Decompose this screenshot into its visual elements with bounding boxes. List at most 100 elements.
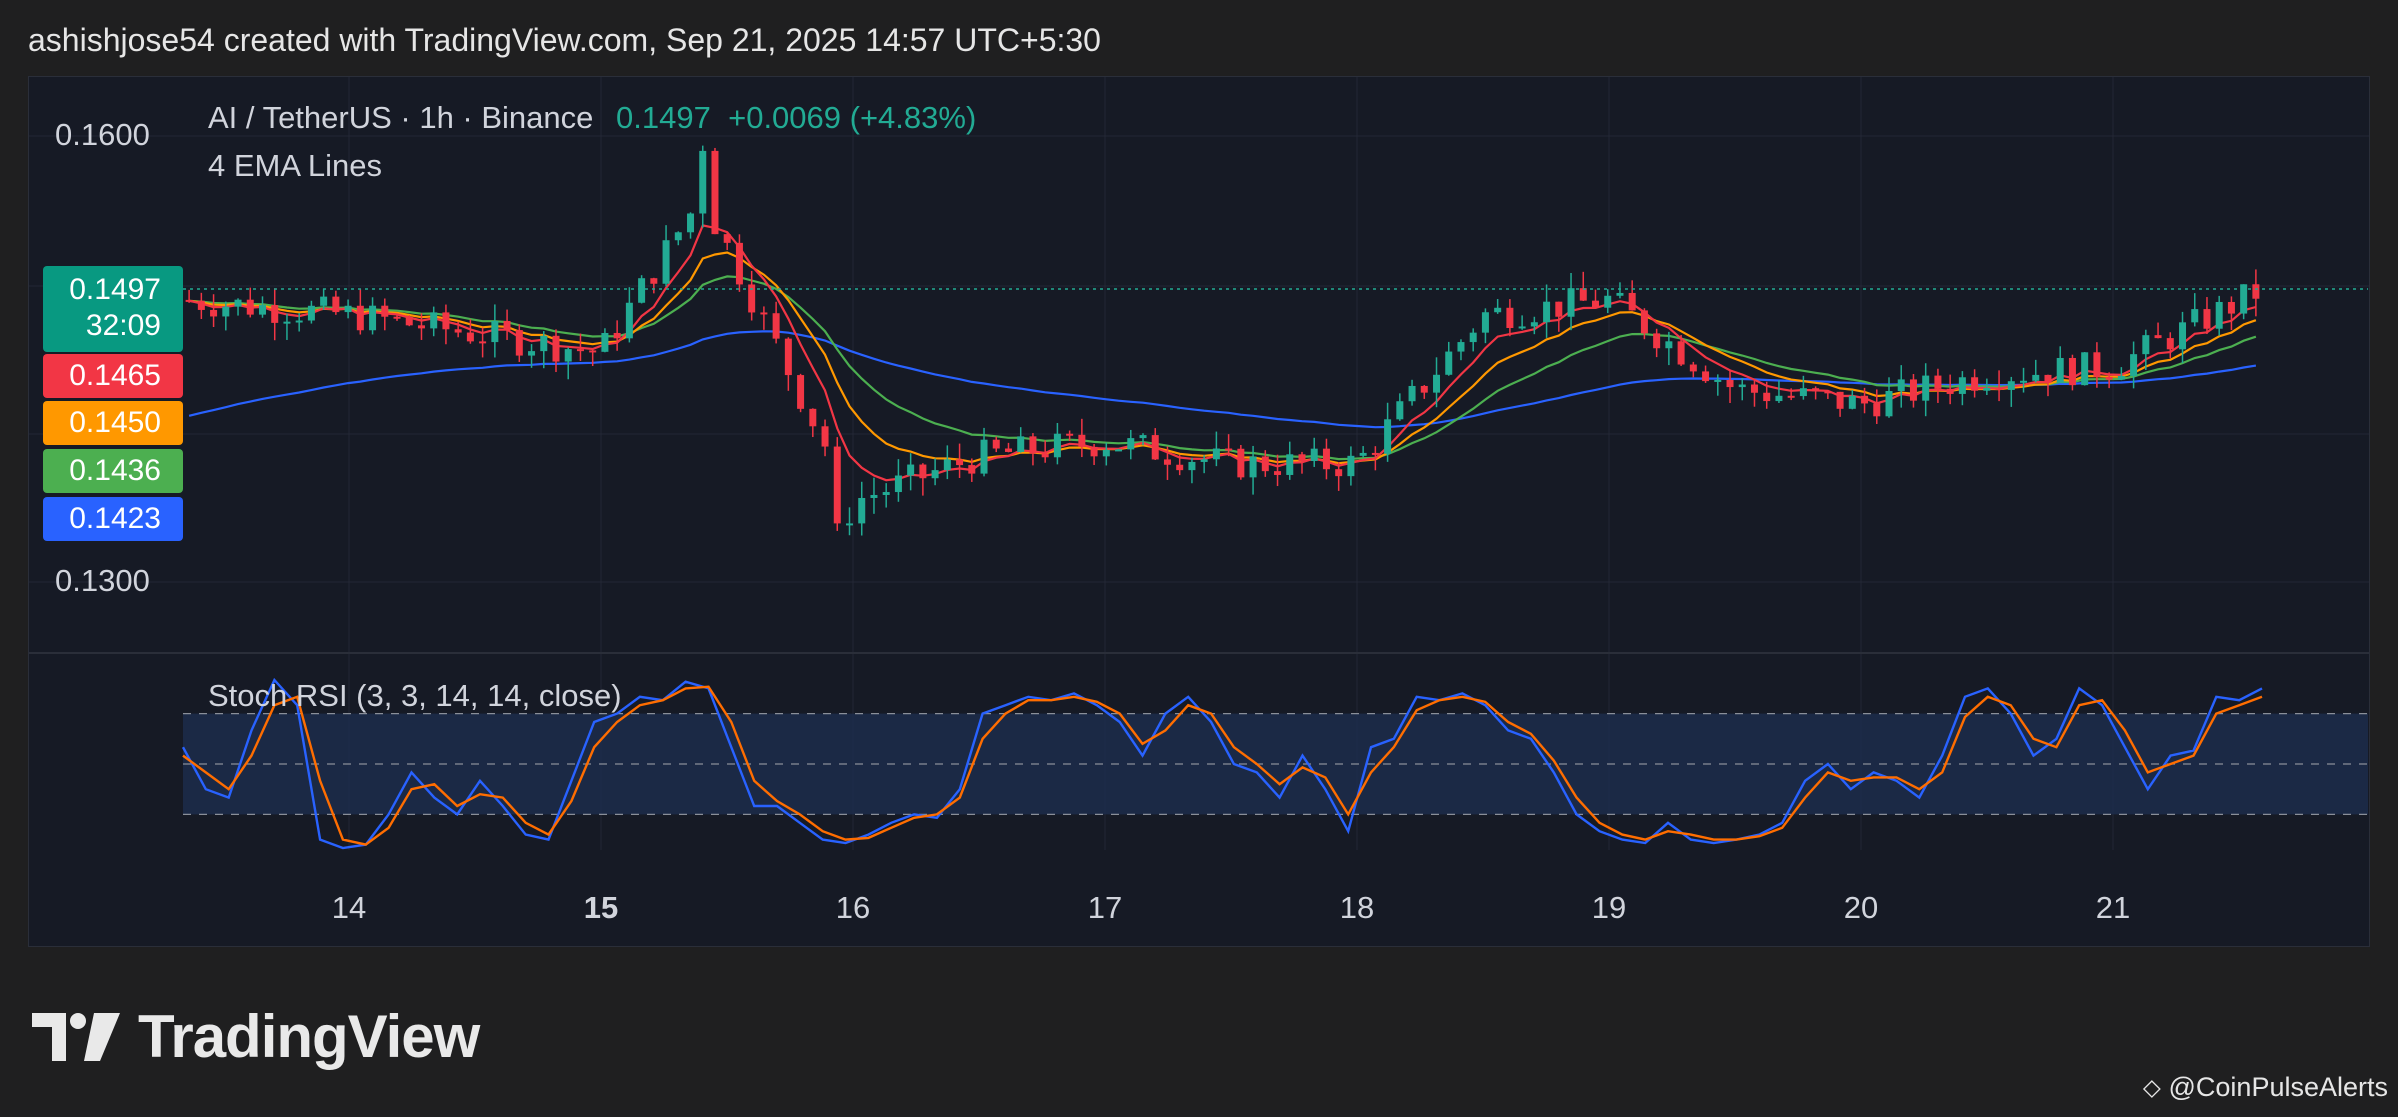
candle-body <box>1359 452 1367 456</box>
stoch-k-line <box>181 677 2263 850</box>
candle-body <box>1775 395 1783 402</box>
candle-body <box>1274 471 1282 475</box>
candle-body <box>246 299 254 315</box>
candle-body <box>1506 307 1514 329</box>
candle-body <box>381 305 389 317</box>
candle-body <box>1861 395 1869 404</box>
candle-body <box>1090 446 1098 457</box>
ema-line-green <box>189 275 2257 461</box>
candle-body <box>1420 385 1428 393</box>
candle-body <box>1004 448 1012 452</box>
candle-body <box>1078 434 1086 447</box>
candle-body <box>2142 335 2150 355</box>
candle-body <box>515 330 523 356</box>
candle-body <box>1983 387 1991 391</box>
candle-body <box>503 321 511 331</box>
candle-body <box>956 459 964 466</box>
candle-body <box>809 408 817 427</box>
candle-body <box>1579 288 1587 301</box>
candle-body <box>2105 376 2113 380</box>
candle-body <box>210 309 218 317</box>
candle-body <box>1702 371 1710 382</box>
candle-body <box>197 300 205 310</box>
candle-body <box>442 312 450 330</box>
candle-body <box>1958 377 1966 394</box>
candle-body <box>1102 449 1110 457</box>
candle-body <box>858 497 866 524</box>
candle-body <box>1714 379 1722 382</box>
candle-body <box>2191 309 2199 323</box>
candle-body <box>1469 332 1477 343</box>
tradingview-wordmark: TradingView <box>138 1003 480 1070</box>
candle-body <box>931 470 939 479</box>
candle-body <box>687 213 695 233</box>
candle-body <box>968 465 976 474</box>
candle-body <box>943 459 951 471</box>
candle-body <box>638 278 646 303</box>
candle-body <box>552 335 560 362</box>
candle-body <box>870 494 878 498</box>
candle-body <box>723 234 731 243</box>
ema-price-tag: 0.1465 <box>43 354 183 398</box>
last-price-tag: 0.1497 32:09 <box>43 266 183 352</box>
candle-body <box>2166 338 2174 350</box>
candle-body <box>821 426 829 447</box>
candle-body <box>1347 455 1355 477</box>
candle-body <box>1750 384 1758 393</box>
stoch-rsi-legend[interactable]: Stoch RSI (3, 3, 14, 14, close) <box>208 678 622 713</box>
ema-price-tag: 0.1436 <box>43 449 183 493</box>
candle-body <box>846 523 854 526</box>
candle-body <box>919 464 927 479</box>
candle-body <box>1543 301 1551 323</box>
candle-body <box>564 349 572 362</box>
ema-indicator-legend[interactable]: 4 EMA Lines <box>208 148 383 183</box>
ema-line-blue <box>188 330 2257 429</box>
candle-body <box>540 335 548 352</box>
candle-body <box>1494 307 1502 313</box>
candle-body <box>1053 433 1061 458</box>
tradingview-logo[interactable]: TradingView <box>32 1002 480 1071</box>
candle-body <box>1151 435 1159 460</box>
candle-body <box>1518 326 1526 329</box>
candle-body <box>2081 352 2089 386</box>
candle-body <box>1041 453 1049 458</box>
candle-body <box>1433 374 1441 393</box>
candle-body <box>1604 295 1612 308</box>
grid-lines <box>29 77 2369 850</box>
candle-body <box>1237 448 1245 478</box>
candle-body <box>1653 333 1661 349</box>
candle-body <box>1530 322 1538 327</box>
candle-body <box>760 312 768 315</box>
candle-body <box>2154 335 2162 339</box>
candle-body <box>1017 436 1025 452</box>
candle-body <box>1261 456 1269 472</box>
x-axis-label: 18 <box>1339 890 1375 925</box>
candle-body <box>2007 381 2015 390</box>
candle-body <box>1115 449 1123 452</box>
candle-body <box>1885 390 1893 417</box>
candlesticks <box>185 145 2260 536</box>
candle-body <box>1322 448 1330 470</box>
candle-body <box>185 299 193 302</box>
candle-body <box>320 296 328 306</box>
candle-body <box>405 316 413 326</box>
candle-body <box>2252 284 2260 299</box>
candle-body <box>1995 387 2003 390</box>
candle-body <box>992 439 1000 449</box>
candle-body <box>1139 435 1147 439</box>
candle-body <box>674 232 682 241</box>
candle-body <box>1481 312 1489 333</box>
candle-body <box>1726 379 1734 388</box>
candle-body <box>1665 341 1673 349</box>
candle-body <box>1200 459 1208 462</box>
candle-body <box>393 316 401 319</box>
candle-body <box>797 375 805 409</box>
candle-body <box>1127 438 1135 450</box>
candle-body <box>2240 284 2248 314</box>
candle-body <box>491 321 499 343</box>
symbol-legend[interactable]: AI / TetherUS · 1h · Binance 0.1497 +0.0… <box>208 100 976 136</box>
candle-body <box>369 305 377 331</box>
candle-body <box>1212 448 1220 460</box>
candle-body <box>2056 357 2064 383</box>
